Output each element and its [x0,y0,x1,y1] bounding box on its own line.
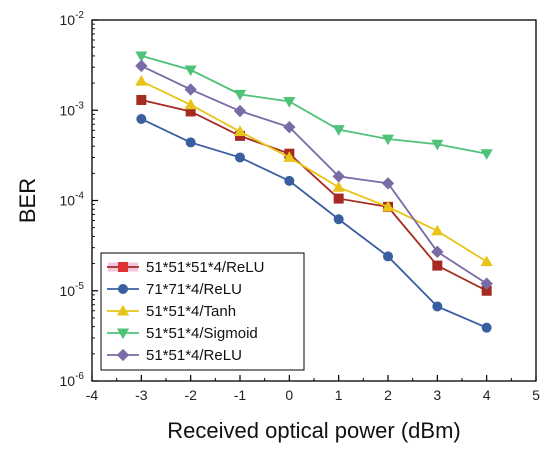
y-tick-label: 10-6 [60,371,85,389]
data-point [432,301,443,312]
series-line [141,55,487,155]
x-tick-label: -4 [86,387,99,403]
y-tick-label: 10-2 [60,10,85,28]
data-point [480,255,493,267]
data-point [480,149,493,160]
data-point [234,152,245,163]
data-point [136,94,147,105]
y-tick-label: 10-4 [60,191,85,209]
data-point [332,181,345,192]
series-line [140,118,488,329]
legend-item: 71*71*4/ReLU [107,281,242,298]
data-point [284,175,295,186]
legend-item: 51*51*4/Tanh [107,303,236,320]
data-point [381,177,395,190]
series-1 [136,113,492,333]
x-tick-label: 1 [335,387,343,403]
x-tick-label: 3 [433,387,441,403]
data-point [233,104,247,118]
x-tick-label: 0 [285,387,293,403]
legend-marker [116,348,130,362]
x-tick-label: 4 [483,387,491,403]
data-point [481,322,492,333]
data-point [381,200,395,212]
legend-label: 51*51*51*4/ReLU [146,259,264,276]
y-axis-title: BER [15,178,40,223]
data-point [432,260,443,271]
data-point [431,245,444,258]
data-point [136,113,147,124]
data-point [381,134,395,146]
data-point [135,74,148,86]
series-4 [135,59,493,290]
x-axis-title: Received optical power (dBm) [167,418,460,443]
data-point [283,151,296,162]
y-tick-label: 10-3 [60,100,85,118]
legend-item: 51*51*4/ReLU [107,347,242,364]
data-point [184,83,197,96]
data-point [333,214,344,225]
legend-item: 51*51*4/Sigmoid [107,325,258,342]
series-3 [135,51,493,160]
data-point [480,277,493,290]
x-tick-label: -2 [184,387,197,403]
data-point [184,65,197,77]
legend-label: 71*71*4/ReLU [146,281,242,298]
legend: 51*51*51*4/ReLU 71*71*4/ReLU 51*51*4/Tanh 5… [100,252,305,371]
x-tick-label: -1 [234,387,247,403]
data-point [283,120,296,134]
x-tick-label: 2 [384,387,392,403]
legend-label: 51*51*4/Tanh [146,303,236,320]
data-point [333,193,344,204]
data-point [332,170,345,183]
legend-label: 51*51*4/Sigmoid [146,325,258,342]
data-point [184,98,197,110]
x-tick-label: 5 [532,387,540,403]
data-point [135,51,148,63]
data-point [283,97,296,108]
legend-item: 51*51*51*4/ReLU [107,259,264,276]
legend-marker [116,304,130,316]
legend-marker [118,283,129,294]
x-tick-label: -3 [135,387,148,403]
legend-label: 51*51*4/ReLU [146,347,242,364]
legend-marker [116,328,130,340]
series-line [140,80,488,263]
data-point [135,59,148,73]
legend-marker [118,261,129,272]
data-point [185,137,196,148]
series-2 [135,74,493,267]
data-point [233,89,247,101]
data-point [382,251,393,262]
data-point [332,125,345,136]
data-point [431,139,444,151]
series-line [140,65,488,285]
series-line [141,99,488,292]
data-point [233,125,247,137]
data-point [431,224,444,236]
y-tick-label: 10-5 [60,281,85,299]
